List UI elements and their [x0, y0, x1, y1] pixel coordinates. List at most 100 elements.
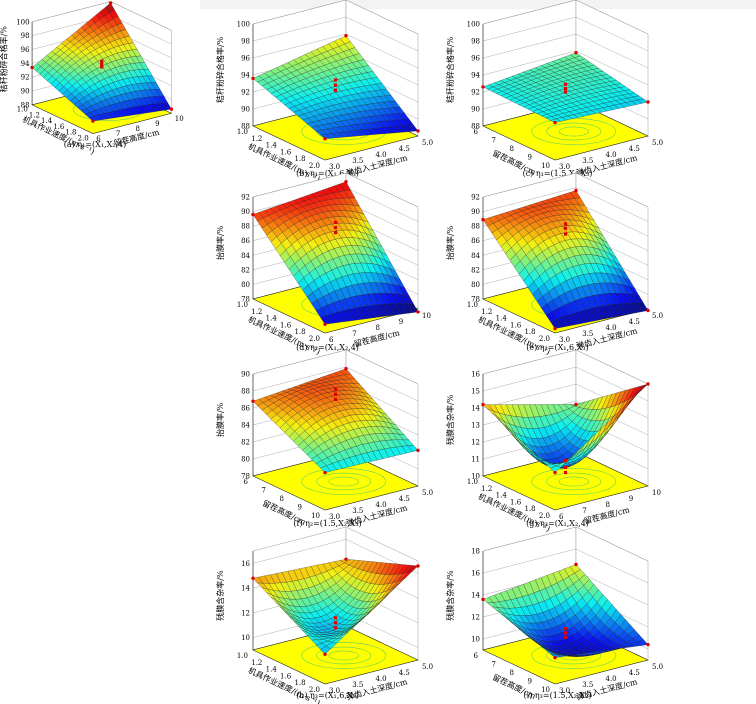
y-tick-label: 3.5 — [352, 681, 363, 689]
center-point — [563, 226, 568, 230]
center-point — [333, 220, 338, 224]
y-tick-label: 3.5 — [352, 157, 363, 165]
center-point — [333, 78, 338, 82]
y-tick-label: 4.5 — [399, 495, 410, 503]
y-tick-label: 8 — [606, 501, 610, 509]
x-tick-label: 1.0 — [237, 301, 248, 309]
y-tick-label: 8 — [136, 125, 140, 133]
top-strip — [200, 0, 756, 9]
x-tick-label: 1.2 — [251, 135, 262, 143]
center-point — [333, 626, 338, 630]
z-axis-title: 残膜含杂率/% — [445, 394, 455, 445]
design-point — [553, 326, 557, 331]
z-tick-label: 16 — [241, 560, 250, 568]
z-tick-label: 92 — [471, 194, 480, 202]
y-tick-label: 7 — [116, 130, 120, 138]
y-tick-label: 7 — [582, 507, 586, 515]
y-tick-label: 4.5 — [629, 145, 640, 153]
design-point — [323, 470, 327, 475]
center-point — [333, 88, 338, 92]
surface-plot-a: 88 90 92 94 96 98 100 1.0 1.2 1.4 1.6 1.8 2.0 6 7 8 9 10 机… — [0, 1, 190, 156]
z-tick-label: 98 — [241, 38, 250, 46]
x-tick-label: 1.4 — [266, 315, 278, 323]
surface-plot-f: 78 80 82 84 86 88 90 6 7 8 9 10 3.0 3.5 4.0 4.5 5.0 留茬高度/… — [215, 349, 440, 532]
surface-mesh — [252, 35, 419, 139]
y-tick-label: 5.0 — [652, 139, 663, 147]
z-tick-label: 14 — [471, 592, 480, 600]
surface-mesh — [252, 559, 419, 655]
center-point — [563, 635, 568, 639]
x-tick-label: 8 — [510, 145, 514, 153]
design-point — [169, 107, 174, 111]
floor-contour — [301, 642, 387, 669]
y-tick-label: 4.0 — [606, 324, 617, 332]
z-tick-label: 12 — [471, 614, 480, 622]
x-tick-label: 1.4 — [41, 117, 53, 125]
design-point — [344, 34, 348, 38]
z-tick-label: 84 — [241, 252, 250, 260]
z-tick-label: 84 — [471, 252, 480, 260]
floor-contour — [301, 468, 387, 495]
z-gridline — [252, 16, 419, 52]
y-tick-label: 3.0 — [559, 163, 570, 171]
y-tick-label: 9 — [629, 495, 633, 503]
z-tick-label: 90 — [241, 208, 250, 216]
y-tick-label: 5.0 — [422, 663, 433, 671]
caption-b: (b) η₁=(X₁,6,X₃) — [296, 169, 359, 178]
z-tick-label: 88 — [471, 123, 480, 131]
x-tick-label: 1.4 — [266, 142, 278, 150]
floor-contour — [558, 476, 589, 487]
z-gridline — [482, 16, 649, 52]
y-tick-label: 5.0 — [422, 139, 433, 147]
z-tick-label: 10 — [471, 636, 480, 644]
design-point — [416, 310, 420, 314]
design-point — [344, 557, 348, 561]
y-tick-label: 5.0 — [422, 489, 433, 497]
x-tick-label: 1.6 — [280, 672, 292, 680]
z-tick-label: 14 — [471, 405, 480, 413]
design-point — [344, 180, 348, 184]
z-gridline — [482, 349, 649, 385]
center-point — [333, 387, 338, 391]
x-tick-label: 9 — [528, 678, 532, 686]
y-tick-label: 4.0 — [606, 675, 617, 683]
surface-plot-i: 10 12 14 16 18 6 7 8 9 10 3.0 3.5 4.0 4.5 5.0 留茬高度/cm 弹齿… — [445, 526, 670, 704]
floor-contour — [328, 650, 359, 661]
y-tick-label: 4.5 — [399, 145, 410, 153]
x-tick-label: 6 — [244, 478, 249, 486]
y-tick-label: 5.0 — [652, 312, 663, 320]
z-tick-label: 98 — [471, 38, 480, 46]
design-point — [416, 564, 420, 568]
z-tick-label: 13 — [471, 422, 480, 430]
center-point — [563, 222, 568, 226]
design-point — [323, 652, 327, 656]
z-tick-label: 88 — [471, 223, 480, 231]
y-tick-label: 5.0 — [652, 663, 663, 671]
z-gridline — [482, 50, 649, 86]
x-tick-label: 8 — [510, 669, 514, 677]
design-point — [344, 367, 348, 371]
caption-c: (c) η₁=(1.5,X₂,X₃) — [522, 169, 593, 178]
z-axis-title: 残膜含杂率/% — [215, 570, 225, 621]
center-point — [333, 397, 338, 401]
x-tick-label: 2.0 — [539, 335, 550, 343]
center-point — [100, 62, 104, 66]
surface-plot-g: 10 11 12 13 14 15 16 1.0 1.2 1.4 1.6 1.8 2.0 6 7 8 9 10 机具… — [445, 349, 670, 534]
design-point — [251, 212, 255, 217]
y-tick-label: 4.0 — [376, 151, 387, 159]
design-point — [646, 100, 650, 104]
z-gridline — [482, 366, 649, 402]
z-gridline — [482, 187, 649, 222]
center-point — [333, 392, 338, 396]
z-axis-title: 秸秆粉碎合格率/% — [215, 36, 225, 103]
x-tick-label: 1.0 — [237, 128, 248, 136]
y-tick-label: 3.0 — [329, 513, 340, 521]
y-tick-label: 4.5 — [629, 669, 640, 677]
caption-e: (e) η₂=(X₁,6,X₃) — [526, 343, 589, 352]
x-tick-label: 1.0 — [17, 106, 28, 114]
x-tick-label: 1.0 — [467, 301, 478, 309]
design-point — [574, 51, 578, 55]
floor-contour — [558, 126, 589, 137]
z-tick-label: 88 — [241, 223, 250, 231]
caption-f: (f) η₂=(1.5,X₂,X₃) — [293, 519, 362, 528]
